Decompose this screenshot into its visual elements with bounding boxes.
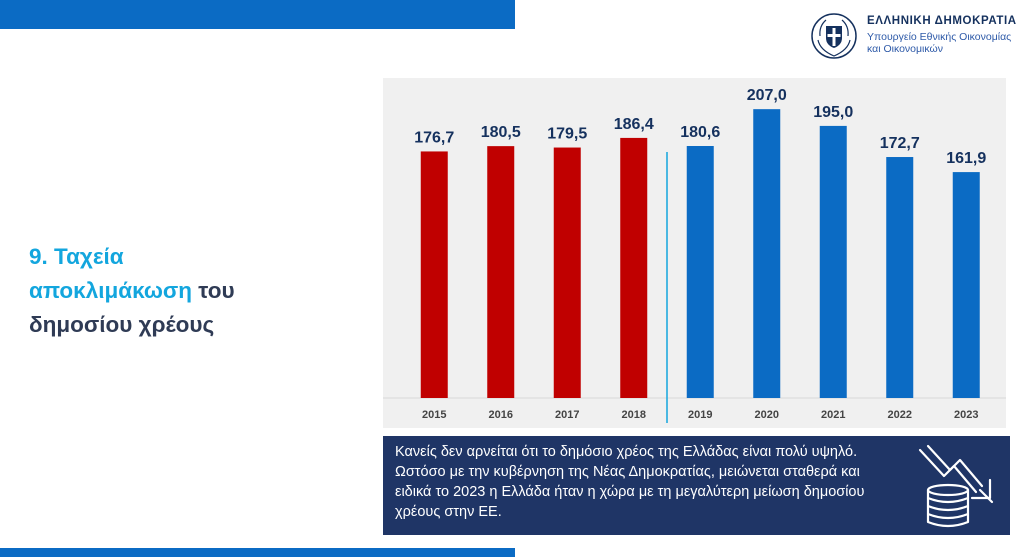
data-label-2022: 172,7 bbox=[880, 135, 920, 152]
heading-connector: του bbox=[192, 278, 235, 303]
data-label-2023: 161,9 bbox=[946, 150, 986, 167]
tick-label-2019: 2019 bbox=[688, 409, 712, 421]
org-title: ΕΛΛΗΝΙΚΗ ΔΗΜΟΚΡΑΤΙΑ bbox=[867, 15, 1017, 27]
tick-label-2018: 2018 bbox=[622, 409, 646, 421]
data-label-2017: 179,5 bbox=[547, 126, 587, 143]
tick-label-2016: 2016 bbox=[489, 409, 513, 421]
info-text: Κανείς δεν αρνείται ότι το δημόσιο χρέος… bbox=[395, 444, 865, 520]
tick-label-2021: 2021 bbox=[821, 409, 845, 421]
bottom-accent-bar bbox=[0, 548, 515, 557]
heading-number-title: 9. Ταχεία bbox=[29, 244, 124, 269]
bar-2020 bbox=[753, 109, 781, 399]
data-label-2020: 207,0 bbox=[747, 87, 787, 104]
info-box: Κανείς δεν αρνείται ότι το δημόσιο χρέος… bbox=[383, 436, 1010, 535]
heading-subject: δημοσίου χρέους bbox=[29, 312, 215, 337]
bar-2016 bbox=[487, 146, 515, 398]
declining-debt-icon bbox=[918, 444, 994, 528]
chart-panel: 176,7 2015 180,5 2016 179,5 2017 186,4 2018 180,… bbox=[383, 78, 1006, 428]
debt-bar-chart: 176,7 2015 180,5 2016 179,5 2017 186,4 2018 180,… bbox=[383, 87, 1006, 423]
bar-2021 bbox=[819, 125, 847, 398]
tick-label-2022: 2022 bbox=[888, 409, 912, 421]
heading-highlight: αποκλιμάκωση bbox=[29, 278, 193, 303]
tick-label-2015: 2015 bbox=[422, 409, 446, 421]
data-label-2016: 180,5 bbox=[481, 124, 521, 141]
page-heading: 9. Ταχεία αποκλιμάκωση του δημοσίου χρέο… bbox=[29, 240, 359, 342]
bar-2019 bbox=[686, 146, 714, 398]
greek-emblem-icon bbox=[811, 13, 857, 59]
bar-2022 bbox=[886, 157, 914, 398]
tick-label-2023: 2023 bbox=[954, 409, 978, 421]
org-subtitle-line1: Υπουργείο Εθνικής Οικονομίας bbox=[867, 31, 1012, 43]
bar-2015 bbox=[420, 151, 448, 398]
data-label-2019: 180,6 bbox=[680, 124, 720, 141]
data-label-2021: 195,0 bbox=[813, 104, 853, 121]
tick-label-2017: 2017 bbox=[555, 409, 579, 421]
tick-label-2020: 2020 bbox=[755, 409, 779, 421]
ministry-logo: ΕΛΛΗΝΙΚΗ ΔΗΜΟΚΡΑΤΙΑ Υπουργείο Εθνικής Οι… bbox=[810, 12, 1020, 62]
bar-2018 bbox=[620, 137, 648, 398]
data-label-2015: 176,7 bbox=[414, 129, 454, 146]
org-subtitle-line2: και Οικονομικών bbox=[867, 43, 943, 55]
top-accent-bar bbox=[0, 0, 515, 29]
bar-2023 bbox=[952, 172, 980, 398]
data-label-2018: 186,4 bbox=[614, 116, 654, 133]
bar-2017 bbox=[553, 147, 581, 398]
